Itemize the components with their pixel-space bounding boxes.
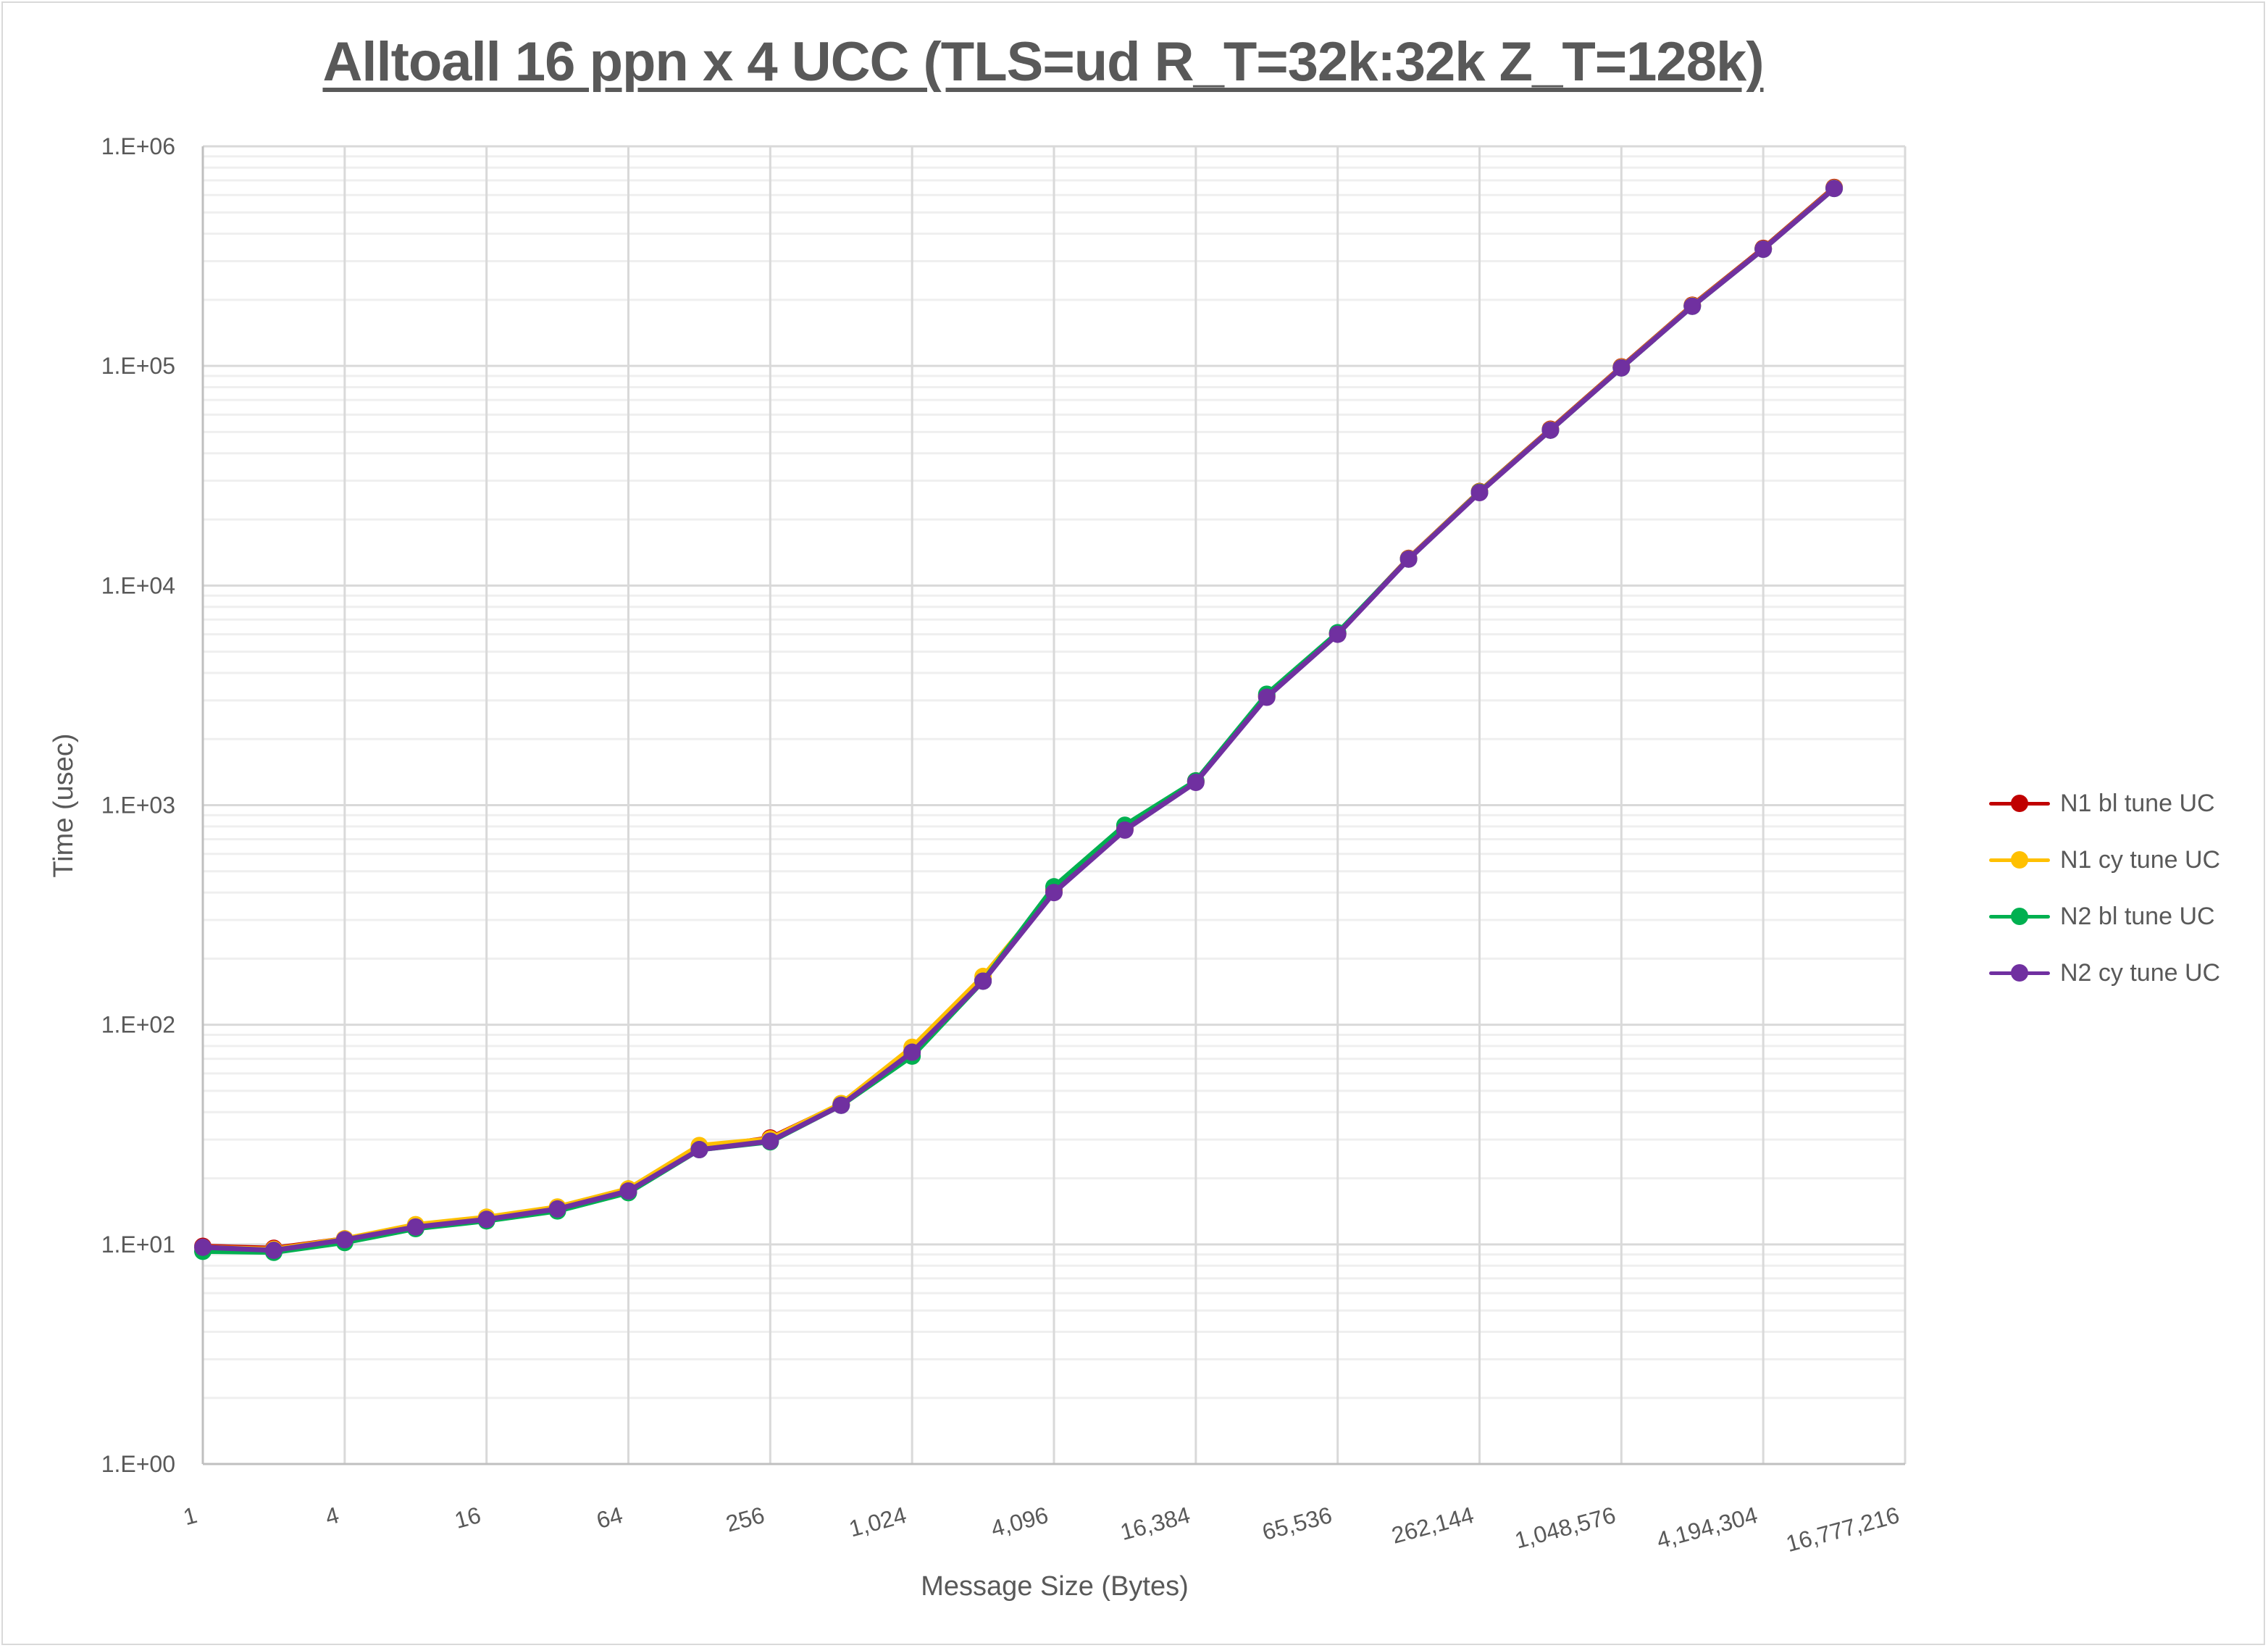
data-point xyxy=(548,1200,566,1218)
y-tick-label: 1.E+02 xyxy=(101,1012,175,1038)
series-n1-bl-tune-uc xyxy=(194,178,1844,1258)
series-n2-bl-tune-uc xyxy=(194,180,1844,1261)
data-series xyxy=(194,178,1844,1261)
x-tick-label: 16 xyxy=(452,1502,484,1534)
legend-label: N2 bl tune UC xyxy=(2060,902,2215,930)
data-point xyxy=(1541,421,1560,439)
y-axis-title: Time (usec) xyxy=(49,733,79,877)
data-point xyxy=(690,1141,708,1159)
data-point xyxy=(1683,297,1702,315)
legend-label: N1 bl tune UC xyxy=(2060,789,2215,817)
y-tick-label: 1.E+01 xyxy=(101,1231,175,1258)
series-n2-cy-tune-uc xyxy=(194,180,1844,1259)
x-tick-label: 64 xyxy=(594,1502,626,1534)
x-tick-label: 1,048,576 xyxy=(1512,1502,1618,1554)
x-axis-title: Message Size (Bytes) xyxy=(921,1571,1189,1602)
legend-label: N1 cy tune UC xyxy=(2060,845,2221,874)
chart-title: Alltoall 16 ppn x 4 UCC (TLS=ud R_T=32k:… xyxy=(322,31,1764,93)
y-tick-label: 1.E+05 xyxy=(101,353,175,379)
x-tick-label: 1 xyxy=(180,1502,200,1530)
x-tick-label: 4 xyxy=(322,1502,342,1530)
data-point xyxy=(1187,774,1205,792)
data-point xyxy=(1328,625,1347,643)
y-axis-ticks: 1.E+00 1.E+01 1.E+02 1.E+03 1.E+04 1.E+05 1.E+… xyxy=(101,133,175,1477)
data-point xyxy=(974,972,992,990)
x-tick-label: 262,144 xyxy=(1389,1502,1476,1549)
data-point xyxy=(1258,688,1276,706)
x-tick-label: 65,536 xyxy=(1260,1502,1335,1545)
data-point xyxy=(194,1238,212,1256)
data-point xyxy=(619,1182,637,1200)
legend-item-n2-bl: N2 bl tune UC xyxy=(1985,888,2220,945)
y-tick-label: 1.E+03 xyxy=(101,792,175,819)
x-tick-label: 16,777,216 xyxy=(1783,1502,1902,1557)
legend-marker-icon xyxy=(1985,964,2054,982)
data-point xyxy=(1470,484,1489,502)
y-tick-label: 1.E+04 xyxy=(101,572,175,598)
y-tick-label: 1.E+06 xyxy=(101,133,175,159)
legend-marker-icon xyxy=(1985,908,2054,925)
data-point xyxy=(1116,821,1134,839)
legend-marker-icon xyxy=(1985,795,2054,812)
data-point xyxy=(406,1218,424,1236)
data-point xyxy=(1825,180,1844,198)
data-point xyxy=(335,1231,353,1249)
data-point xyxy=(761,1132,779,1150)
x-tick-label: 256 xyxy=(723,1502,767,1537)
data-point xyxy=(1754,240,1773,259)
x-tick-label: 4,096 xyxy=(988,1502,1051,1542)
x-tick-label: 4,194,304 xyxy=(1654,1502,1760,1554)
data-point xyxy=(1399,550,1418,568)
x-tick-label: 1,024 xyxy=(846,1502,909,1542)
x-axis-ticks: 1 4 16 64 256 1,024 4,096 16,384 65,536 262,144 1,… xyxy=(180,1502,1902,1557)
legend: N1 bl tune UC N1 cy tune UC N2 bl tune U… xyxy=(1985,775,2220,1001)
data-point xyxy=(477,1210,495,1229)
data-point xyxy=(903,1043,921,1061)
data-point xyxy=(1612,359,1631,377)
series-n1-cy-tune-uc xyxy=(194,179,1844,1258)
y-tick-label: 1.E+00 xyxy=(101,1451,175,1477)
data-point xyxy=(832,1096,850,1114)
legend-item-n1-bl: N1 bl tune UC xyxy=(1985,775,2220,832)
data-point xyxy=(1045,884,1063,902)
legend-item-n1-cy: N1 cy tune UC xyxy=(1985,832,2220,888)
legend-label: N2 cy tune UC xyxy=(2060,958,2221,987)
legend-item-n2-cy: N2 cy tune UC xyxy=(1985,945,2220,1001)
data-point xyxy=(264,1241,283,1259)
x-tick-label: 16,384 xyxy=(1118,1502,1193,1545)
legend-marker-icon xyxy=(1985,851,2054,869)
